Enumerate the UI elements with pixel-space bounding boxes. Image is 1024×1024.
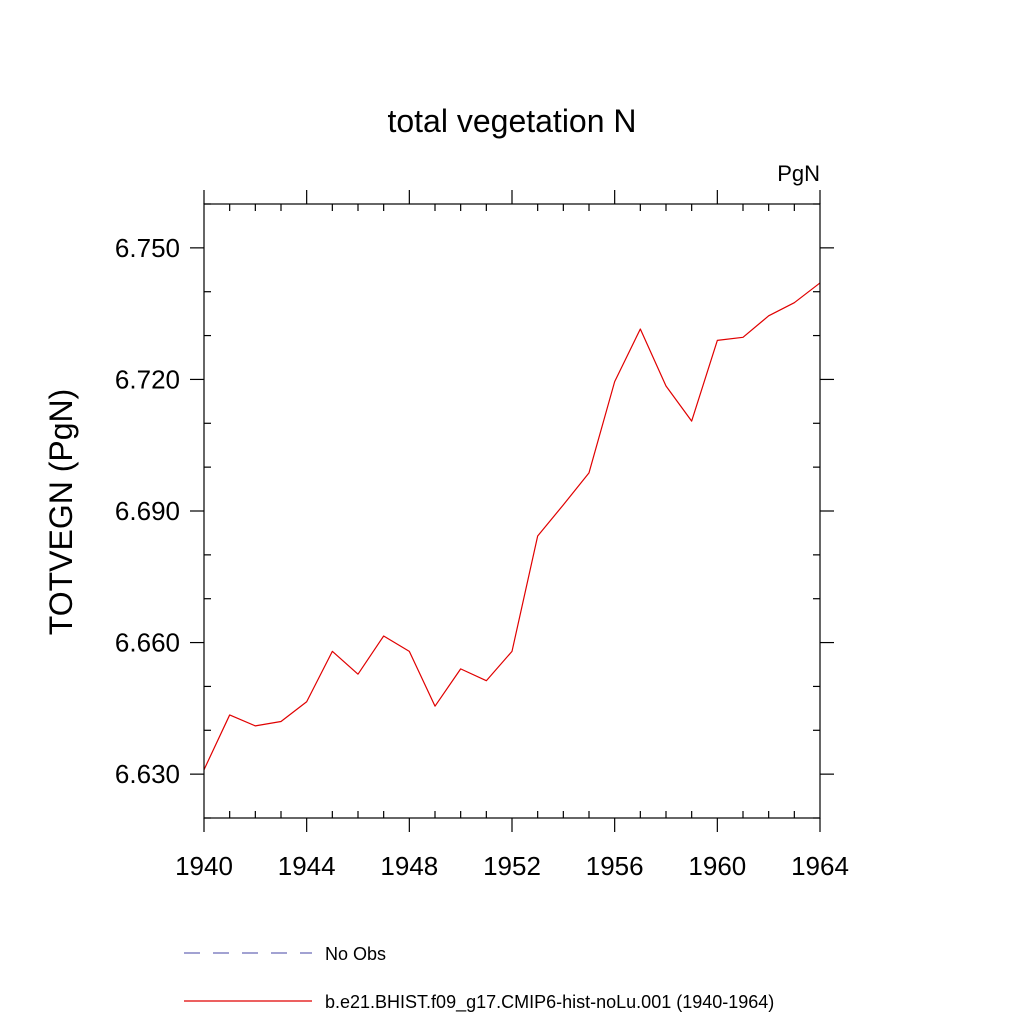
axis-tick-labels: 1940 1944 1948 1952 1956 1960 1964 6.630 6.660 6.…	[115, 233, 849, 881]
x-tick-label: 1956	[586, 851, 644, 881]
y-tick-label: 6.630	[115, 759, 180, 789]
y-tick-label: 6.660	[115, 628, 180, 658]
x-tick-label: 1964	[791, 851, 849, 881]
y-tick-label: 6.690	[115, 496, 180, 526]
x-tick-label: 1944	[278, 851, 336, 881]
plot-area	[203, 282, 821, 771]
legend: No Obs b.e21.BHIST.f09_g17.CMIP6-hist-no…	[184, 944, 774, 1013]
plot-frame	[203, 203, 821, 819]
units-label: PgN	[777, 161, 820, 186]
legend-label-model-run: b.e21.BHIST.f09_g17.CMIP6-hist-noLu.001 …	[325, 992, 774, 1013]
x-tick-label: 1940	[175, 851, 233, 881]
axis-ticks	[190, 190, 834, 832]
chart-title: total vegetation N	[387, 103, 636, 139]
y-axis-label: TOTVEGN (PgN)	[43, 389, 79, 636]
y-tick-label: 6.750	[115, 233, 180, 263]
series-line	[203, 282, 821, 771]
x-tick-label: 1952	[483, 851, 541, 881]
legend-label-no-obs: No Obs	[325, 944, 386, 964]
x-tick-label: 1948	[380, 851, 438, 881]
y-tick-label: 6.720	[115, 364, 180, 394]
x-tick-label: 1960	[688, 851, 746, 881]
